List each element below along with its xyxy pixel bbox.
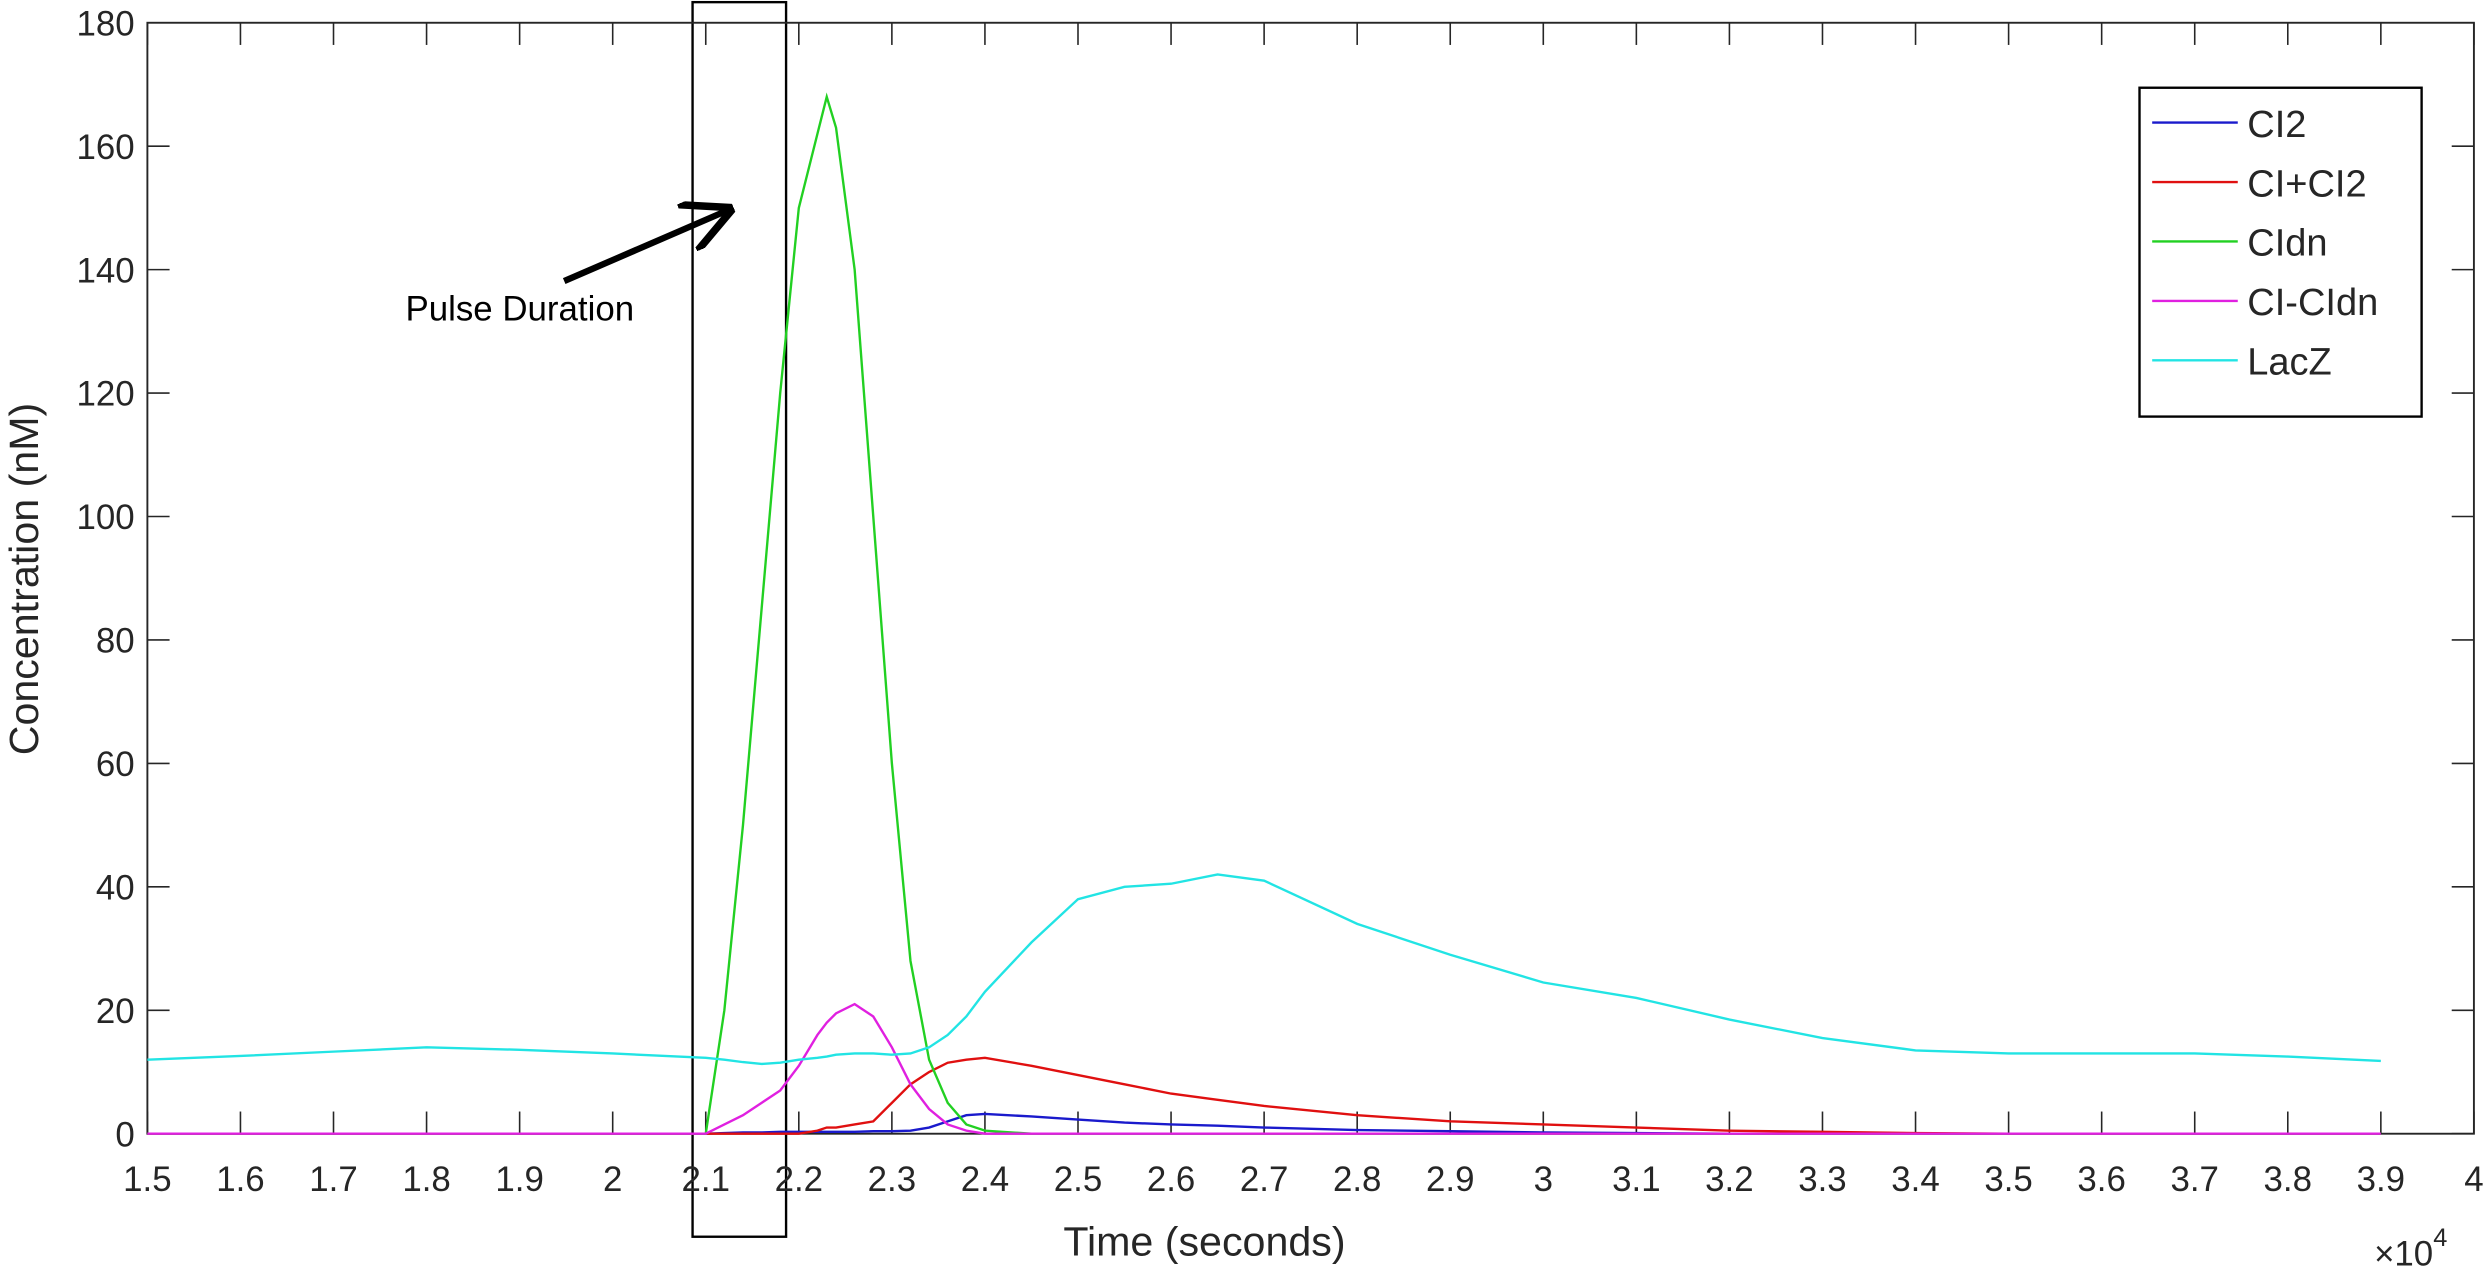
x-tick-label: 1.5 [123,1160,171,1199]
x-multiplier: ×104 [2374,1224,2447,1269]
x-tick-label: 1.6 [216,1160,264,1199]
x-tick-label: 3.8 [2264,1160,2312,1199]
x-tick-label: 3 [1534,1160,1553,1199]
x-tick-label: 3.2 [1705,1160,1753,1199]
x-tick-label: 3.6 [2077,1160,2125,1199]
y-axis-label: Concentration (nM) [1,403,47,756]
x-tick-label: 3.9 [2357,1160,2405,1199]
series-line [147,92,2381,1135]
x-tick-label: 2.1 [682,1160,730,1199]
x-tick-label: 2.6 [1147,1160,1195,1199]
x-tick-label: 3.3 [1798,1160,1846,1199]
legend-box [2138,86,2423,418]
series-line [147,1002,2381,1135]
x-tick-label: 1.7 [309,1160,357,1199]
y-tick-label: 80 [96,622,135,661]
x-tick-label: 3.5 [1984,1160,2032,1199]
legend-label: CI+CI2 [2247,163,2366,205]
x-tick-label: 2.9 [1426,1160,1474,1199]
y-tick-label: 180 [77,4,135,43]
x-tick-label: 2.8 [1333,1160,1381,1199]
legend-label: LacZ [2247,342,2332,384]
x-tick-label: 2 [603,1160,622,1199]
x-tick-label: 2.2 [775,1160,823,1199]
x-tick-label: 2.5 [1054,1160,1102,1199]
y-tick-label: 20 [96,992,135,1031]
x-tick-label: 2.4 [961,1160,1009,1199]
y-tick-label: 160 [77,128,135,167]
x-axis-label: Time (seconds) [1063,1219,1345,1265]
x-tick-label: 3.1 [1612,1160,1660,1199]
y-tick-label: 120 [77,375,135,414]
series-line [147,1056,2381,1135]
x-multiplier-base: ×10 [2374,1234,2433,1269]
annotation: Pulse Duration [405,290,634,329]
y-tick-label: 100 [77,498,135,537]
x-tick-label: 3.4 [1891,1160,1939,1199]
series-line [147,873,2381,1066]
x-tick-label: 2.7 [1240,1160,1288,1199]
annotation-arrow [562,210,729,284]
y-tick-label: 40 [96,869,135,908]
x-tick-label: 2.3 [868,1160,916,1199]
x-tick-label: 3.7 [2170,1160,2218,1199]
x-multiplier-exponent: 4 [2433,1224,2447,1252]
legend-label: CI2 [2247,104,2306,146]
y-tick-label: 60 [96,745,135,784]
x-tick-label: 1.8 [402,1160,450,1199]
y-tick-label: 0 [115,1115,134,1154]
legend-label: CIdn [2247,223,2327,265]
legend-label: CI-CIdn [2247,282,2378,324]
y-tick-label: 140 [77,251,135,290]
x-tick-label: 1.9 [495,1160,543,1199]
plot-frame [146,21,2475,1135]
pulse-box [691,0,788,1238]
x-tick-label: 4 [2464,1160,2483,1199]
